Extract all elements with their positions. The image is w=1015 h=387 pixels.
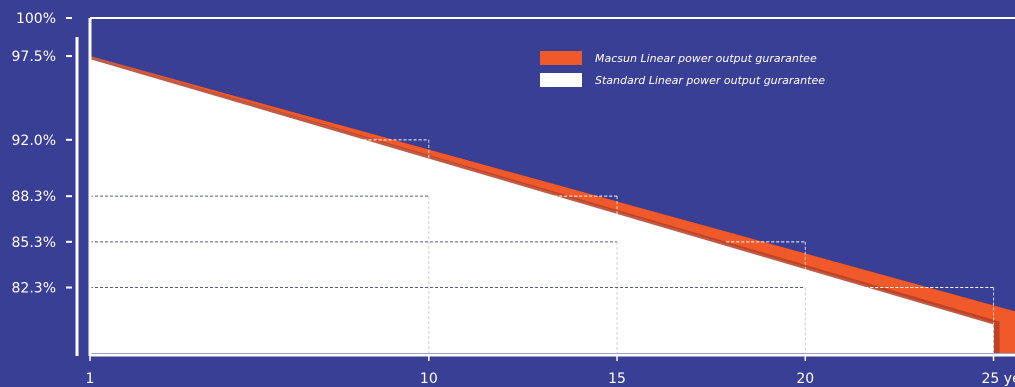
standard-edge-shadow	[90, 56, 1000, 354]
y-tick-label-5: 82.3%	[12, 281, 56, 297]
legend-label-1: Standard Linear power output gurarantee	[595, 74, 825, 87]
x-ticks: 1 10 15 20 25 years	[86, 355, 1015, 387]
legend: Macsun Linear power output gurarantee Sta…	[540, 51, 825, 87]
y-tick-label-3: 88.3%	[12, 189, 56, 205]
y-ticks: 100% 97.5% 92.0% 88.3% 85.3% 82.3%	[12, 11, 72, 297]
y-tick-label-1: 97.5%	[12, 49, 56, 65]
x-tick-label-1: 10	[420, 371, 438, 387]
legend-swatch-1	[540, 73, 582, 87]
standard-area	[90, 56, 994, 354]
legend-label-0: Macsun Linear power output gurarantee	[595, 52, 817, 65]
axes	[75, 17, 1015, 357]
x-tick-label-0: 1	[86, 371, 95, 387]
areas-layer	[90, 56, 1015, 354]
y-tick-label-4: 85.3%	[12, 235, 56, 251]
guide-lines	[90, 139, 995, 353]
x-tick-label-2: 15	[608, 371, 626, 387]
y-tick-label-2: 92.0%	[12, 133, 56, 149]
legend-swatch-0	[540, 51, 582, 65]
x-tick-label-3: 20	[796, 371, 814, 387]
y-tick-label-0: 100%	[16, 11, 56, 27]
x-tick-label-4: 25 years	[982, 371, 1015, 387]
